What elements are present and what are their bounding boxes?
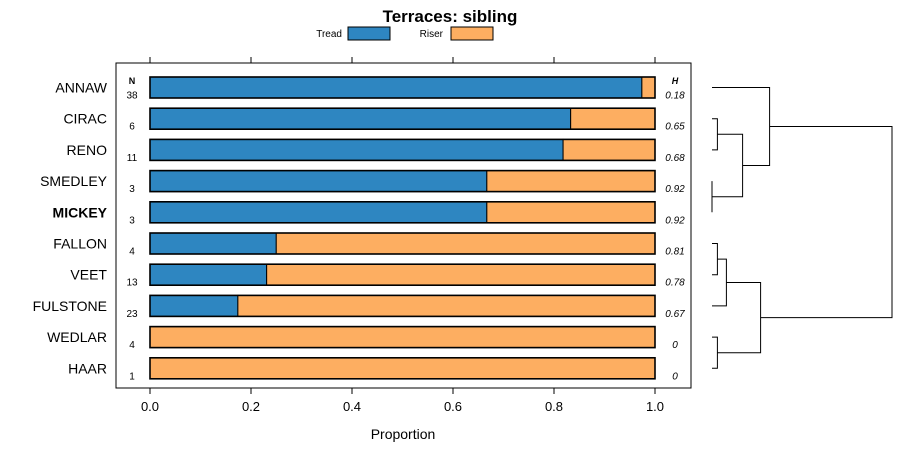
dendrogram-branch [712,118,718,151]
n-value: 3 [129,215,135,226]
bar-tread-reno [149,138,564,161]
h-value: 0 [672,371,678,382]
dendrogram-branch [712,87,771,166]
category-label: CIRAC [63,111,107,127]
dendrogram [711,87,893,369]
x-tick-label: 0.4 [343,399,361,414]
bar-tread-fallon [149,232,277,255]
n-value: 23 [126,309,138,320]
legend: Tread Riser [316,26,494,41]
bar-outline [149,263,656,287]
h-value: 0 [672,340,678,351]
bar-outline [149,76,656,99]
bar-riser-wedlar [149,326,656,349]
legend-swatch-riser [450,26,494,41]
bar-outline [149,325,656,349]
bar-outline [149,201,656,224]
category-label: HAAR [68,360,107,376]
category-label: SMEDLEY [40,173,108,189]
n-value: 4 [129,247,135,258]
h-value: 0.78 [665,278,685,289]
category-label: WEDLAR [47,329,107,345]
bar-riser-reno [562,138,656,161]
h-value: 0.92 [665,215,685,226]
bar-tread-fulstone [149,294,239,317]
category-label: FULSTONE [33,298,107,314]
n-value: 1 [129,371,135,382]
category-label: FALLON [53,236,107,252]
bar-riser-cirac [570,107,656,130]
bar-riser-smedley [486,170,656,193]
x-tick-label: 0.2 [242,399,260,414]
dendrogram-branch [712,243,718,276]
row-labels: ANNAW 38 0.18 CIRAC 6 0.65 RENO 11 0.68 SMEDLEY 3 0… [33,80,686,383]
bars [149,76,656,380]
n-value: 4 [129,340,135,351]
bar-tread-mickey [149,201,488,224]
bar-tread-annaw [149,76,643,99]
h-header: H [672,76,679,86]
bar-outline [149,232,656,255]
bar-riser-fallon [275,232,656,255]
dendrogram-branch [717,282,762,354]
category-label: VEET [70,267,107,283]
h-value: 0.81 [665,247,684,258]
bar-tread-veet [149,263,268,286]
x-tick-label: 0.0 [141,399,159,414]
chart-title: Terraces: sibling [383,7,518,26]
bar-riser-haar [149,357,656,380]
n-value: 6 [129,122,135,133]
legend-label-riser: Riser [420,29,444,40]
h-value: 0.67 [665,309,685,320]
bar-outline [149,107,656,130]
h-value: 0.68 [665,153,685,164]
bar-outline [149,169,656,193]
bar-tread-smedley [149,170,488,193]
x-tick-label: 0.6 [444,399,462,414]
dendrogram-branch [760,126,893,319]
n-value: 13 [126,278,138,289]
bar-riser-mickey [486,201,656,224]
n-value: 38 [126,91,138,102]
n-value: 3 [129,184,135,195]
category-label: MICKEY [53,204,108,220]
bar-tread-cirac [149,107,572,130]
h-value: 0.92 [665,184,685,195]
x-tick-label: 0.8 [545,399,563,414]
h-value: 0.65 [665,122,685,133]
category-label: RENO [67,142,108,158]
n-value: 11 [127,153,138,164]
dendrogram-branch [712,336,718,369]
legend-swatch-tread [347,26,391,41]
category-label: ANNAW [55,80,107,96]
bar-riser-annaw [641,76,656,99]
bar-outline [149,138,656,162]
x-tick-label: 1.0 [646,399,664,414]
bar-riser-veet [266,263,656,286]
bar-riser-fulstone [237,294,656,317]
n-header: N [129,76,136,86]
dendrogram-branch [712,258,727,307]
plot-frame [115,62,692,389]
bar-outline [149,356,656,380]
bar-outline [149,294,656,318]
dendrogram-branch [712,133,744,198]
legend-label-tread: Tread [316,29,342,40]
x-axis: 0.0 0.2 0.4 0.6 0.8 1.0 [141,57,664,414]
x-axis-label: Proportion [371,426,436,442]
h-value: 0.18 [665,91,685,102]
